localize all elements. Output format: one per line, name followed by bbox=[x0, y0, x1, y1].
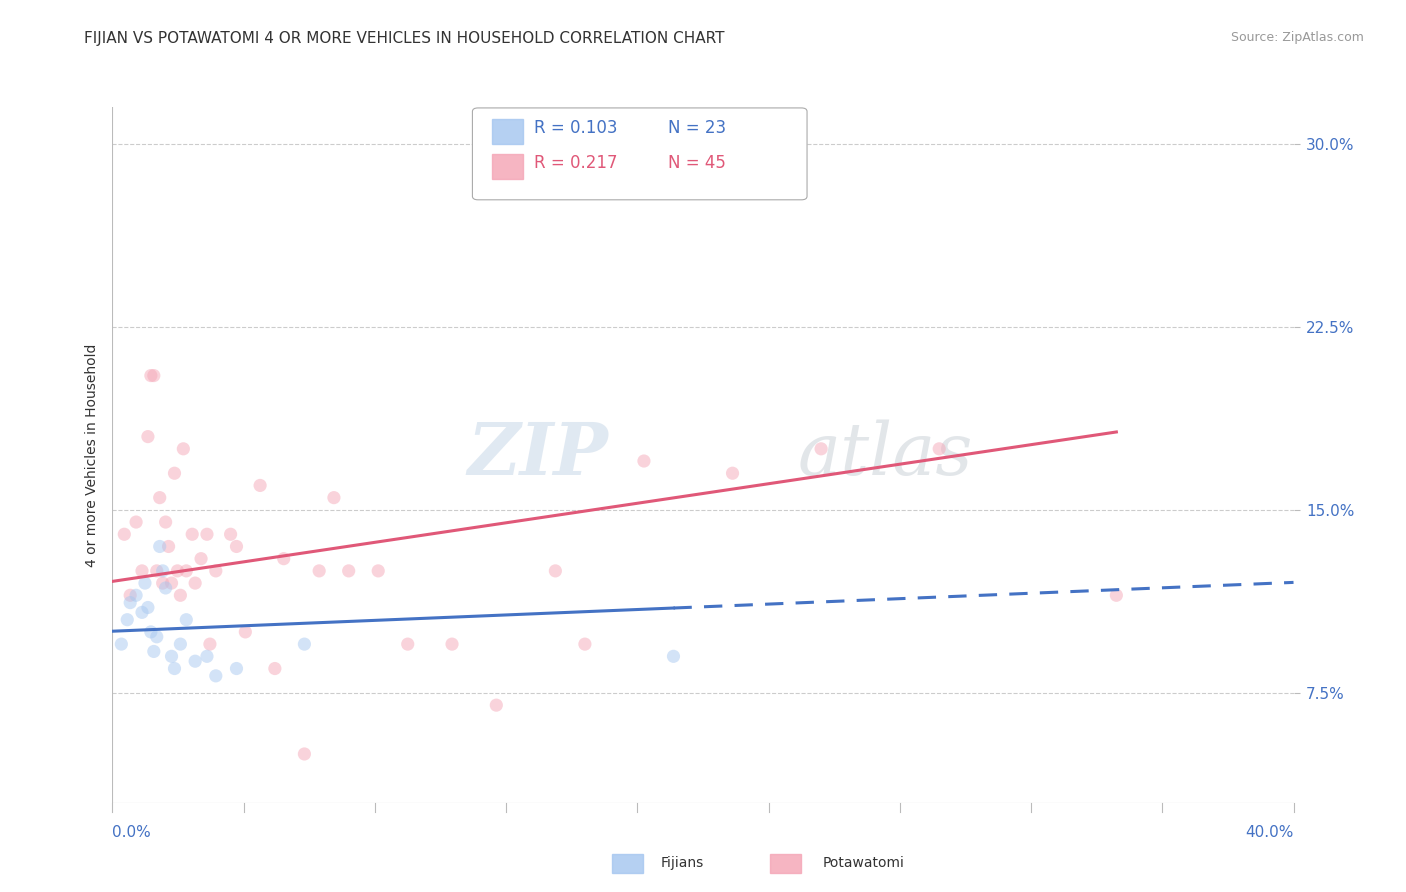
Text: 0.0%: 0.0% bbox=[112, 825, 152, 840]
Point bbox=[219, 527, 242, 541]
Point bbox=[146, 564, 169, 578]
Point bbox=[633, 454, 655, 468]
Text: atlas: atlas bbox=[797, 419, 973, 491]
Point bbox=[172, 442, 194, 456]
Point bbox=[1105, 588, 1128, 602]
Point bbox=[125, 515, 148, 529]
Point bbox=[152, 576, 174, 591]
Point bbox=[169, 588, 191, 602]
Point bbox=[195, 527, 218, 541]
Point bbox=[205, 669, 228, 683]
Text: Source: ZipAtlas.com: Source: ZipAtlas.com bbox=[1230, 31, 1364, 45]
Point bbox=[163, 661, 186, 675]
Point bbox=[662, 649, 685, 664]
Point bbox=[323, 491, 346, 505]
Point bbox=[574, 637, 596, 651]
Text: 40.0%: 40.0% bbox=[1246, 825, 1294, 840]
Point bbox=[721, 467, 744, 481]
Text: N = 23: N = 23 bbox=[668, 119, 725, 136]
Point bbox=[125, 588, 148, 602]
Point bbox=[149, 491, 172, 505]
Point bbox=[367, 564, 389, 578]
Y-axis label: 4 or more Vehicles in Household: 4 or more Vehicles in Household bbox=[84, 343, 98, 566]
Point bbox=[233, 624, 256, 639]
Text: N = 45: N = 45 bbox=[668, 154, 725, 172]
Point bbox=[273, 551, 295, 566]
Point bbox=[142, 368, 165, 383]
Point bbox=[174, 613, 197, 627]
Point bbox=[205, 564, 228, 578]
Point bbox=[149, 540, 172, 554]
Point bbox=[225, 661, 247, 675]
Point bbox=[441, 637, 464, 651]
Point bbox=[136, 600, 159, 615]
Point bbox=[160, 649, 183, 664]
Point bbox=[110, 637, 132, 651]
Point bbox=[928, 442, 950, 456]
Point bbox=[810, 442, 832, 456]
Point bbox=[544, 564, 567, 578]
Point bbox=[120, 588, 142, 602]
Point bbox=[181, 527, 204, 541]
Point bbox=[337, 564, 360, 578]
Point bbox=[308, 564, 330, 578]
Point bbox=[485, 698, 508, 713]
Point bbox=[163, 467, 186, 481]
Point bbox=[120, 596, 142, 610]
Point bbox=[157, 540, 180, 554]
Point bbox=[195, 649, 218, 664]
Point bbox=[117, 613, 138, 627]
Point bbox=[225, 540, 247, 554]
Point bbox=[184, 576, 207, 591]
Point bbox=[134, 576, 156, 591]
Point bbox=[174, 564, 197, 578]
Point bbox=[396, 637, 419, 651]
Point bbox=[292, 747, 315, 761]
Point bbox=[139, 368, 162, 383]
Point bbox=[166, 564, 188, 578]
Point bbox=[160, 576, 183, 591]
Point bbox=[249, 478, 271, 492]
Text: FIJIAN VS POTAWATOMI 4 OR MORE VEHICLES IN HOUSEHOLD CORRELATION CHART: FIJIAN VS POTAWATOMI 4 OR MORE VEHICLES … bbox=[84, 31, 725, 46]
Text: Fijians: Fijians bbox=[661, 856, 704, 871]
Point bbox=[155, 581, 177, 595]
Point bbox=[146, 630, 169, 644]
Point bbox=[142, 644, 165, 658]
Text: Potawatomi: Potawatomi bbox=[823, 856, 904, 871]
Text: ZIP: ZIP bbox=[468, 419, 609, 491]
Point bbox=[198, 637, 221, 651]
Point bbox=[131, 564, 153, 578]
Point bbox=[139, 624, 162, 639]
Point bbox=[155, 515, 177, 529]
Point bbox=[190, 551, 212, 566]
Point bbox=[112, 527, 135, 541]
Point bbox=[152, 564, 174, 578]
Point bbox=[292, 637, 315, 651]
Text: R = 0.217: R = 0.217 bbox=[534, 154, 617, 172]
Point bbox=[169, 637, 191, 651]
Point bbox=[131, 606, 153, 620]
Point bbox=[136, 429, 159, 443]
Point bbox=[264, 661, 287, 675]
Point bbox=[184, 654, 207, 668]
Text: R = 0.103: R = 0.103 bbox=[534, 119, 617, 136]
